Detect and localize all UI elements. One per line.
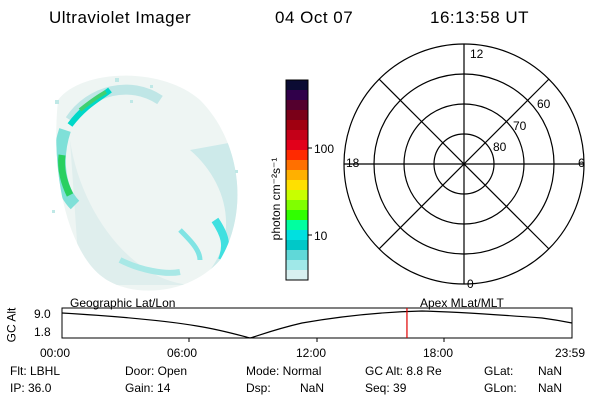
colorbar-stop [286, 180, 308, 191]
colorbar-stop [286, 220, 308, 231]
image-disk [56, 75, 238, 291]
lat-label-60: 60 [537, 97, 551, 111]
altitude-curve [61, 310, 573, 339]
colorbar-tick-10: 10 [314, 229, 328, 243]
colorbar-stop [286, 150, 308, 161]
gain-status: Gain: 14 [125, 381, 171, 395]
filter-status: Flt: LBHL [10, 364, 61, 378]
colorbar-label: photon cm⁻²s⁻¹ [269, 157, 283, 241]
colorbar-stop [286, 130, 308, 141]
glat-value: NaN [538, 364, 563, 378]
glon-label: GLon: [484, 381, 517, 395]
colorbar-stop [286, 190, 308, 201]
x-tick-1200: 12:00 [296, 346, 327, 360]
colorbar-stop [286, 250, 308, 261]
ip-status: IP: 36.0 [10, 381, 52, 395]
lat-label-70: 70 [513, 119, 527, 133]
dsp-label: Dsp: [246, 381, 271, 395]
colorbar-stop [286, 260, 308, 271]
dsp-value: NaN [300, 381, 325, 395]
colorbar-stop [286, 230, 308, 241]
colorbar [285, 79, 312, 281]
colorbar-tick-100: 100 [314, 142, 335, 156]
colorbar-stop [286, 120, 308, 131]
colorbar-stop [286, 140, 308, 151]
mlt-label-0: 0 [467, 277, 474, 291]
colorbar-stop [286, 80, 308, 91]
mlt-label-6: 6 [578, 156, 585, 170]
lat-label-80: 80 [493, 140, 507, 154]
time-label: 16:13:58 UT [430, 8, 530, 27]
colorbar-stop [286, 170, 308, 181]
door-status: Door: Open [125, 364, 188, 378]
colorbar-stop [286, 200, 308, 211]
colorbar-stop [286, 270, 308, 281]
timeline-right-label: Apex MLat/MLT [420, 296, 504, 310]
image-speckles [52, 78, 238, 213]
colorbar-stop [286, 210, 308, 221]
colorbar-stop [286, 240, 308, 251]
mlt-label-18: 18 [346, 156, 360, 170]
colorbar-stop [286, 90, 308, 101]
x-tick-0600: 06:00 [167, 346, 198, 360]
auroral-image [52, 75, 238, 291]
colorbar-stop [286, 160, 308, 171]
mode-status: Mode: Normal [246, 364, 322, 378]
date-label: 04 Oct 07 [275, 8, 354, 27]
glon-value: NaN [538, 381, 563, 395]
colorbar-stop [286, 100, 308, 111]
polar-grid [343, 43, 585, 285]
x-tick-2359: 23:59 [555, 346, 586, 360]
mlt-label-12: 12 [470, 47, 484, 61]
timeline-y-axis-label: GC Alt [4, 307, 19, 343]
x-tick-1800: 18:00 [423, 346, 454, 360]
app-title: Ultraviolet Imager [49, 8, 192, 27]
timeline-plot [61, 307, 573, 342]
gc-alt-status: GC Alt: 8.8 Re [365, 364, 442, 378]
y-tick-9: 9.0 [34, 307, 51, 321]
timeline-left-label: Geographic Lat/Lon [70, 296, 176, 310]
seq-status: Seq: 39 [365, 381, 407, 395]
colorbar-stop [286, 110, 308, 121]
glat-label: GLat: [484, 364, 514, 378]
x-tick-0000: 00:00 [40, 346, 71, 360]
y-tick-1-8: 1.8 [34, 325, 51, 339]
